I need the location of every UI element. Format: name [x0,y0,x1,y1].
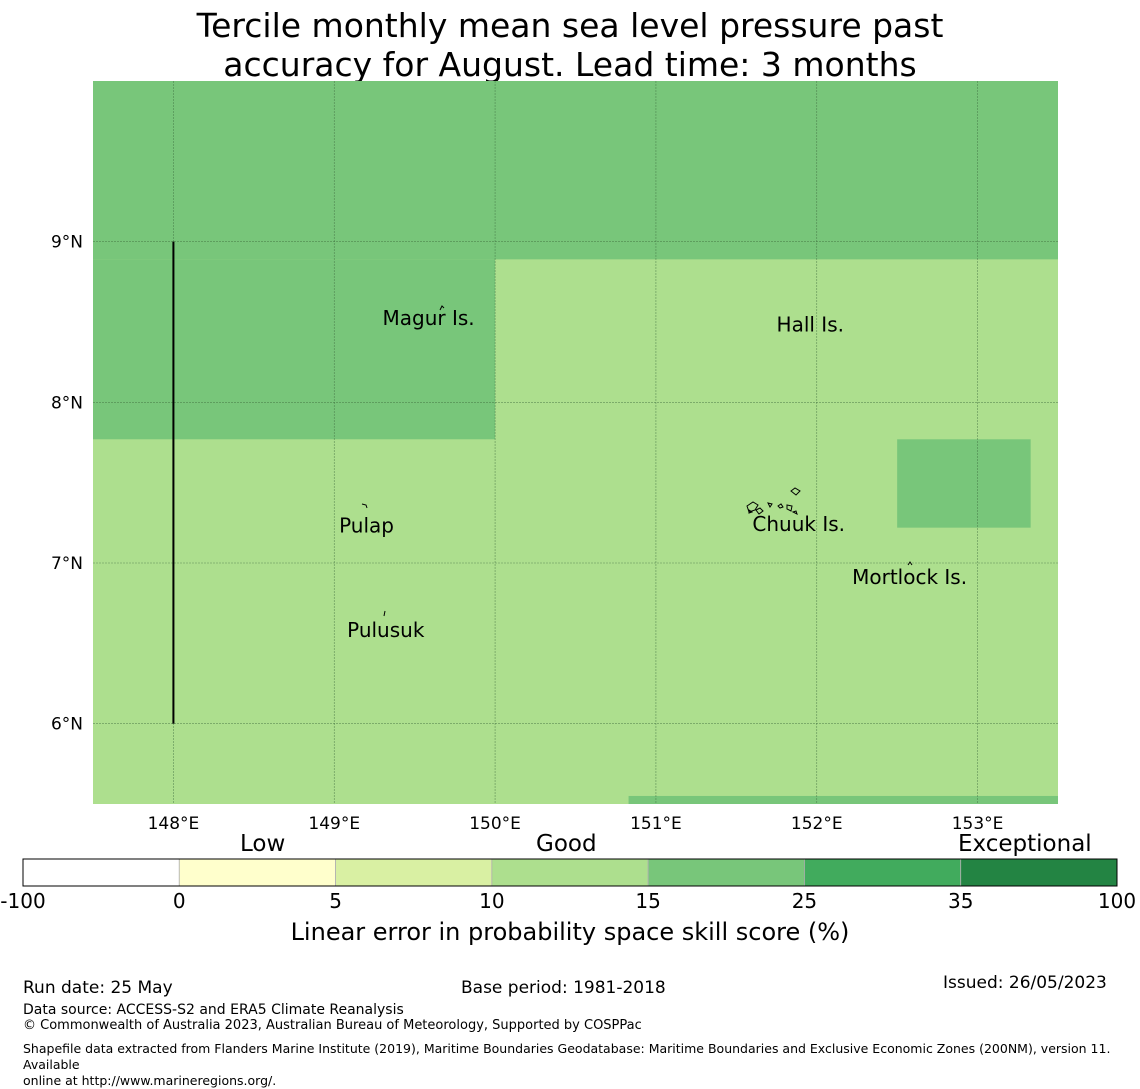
x-tick-label: 149°E [308,814,360,834]
colorbar-bin [960,858,1118,887]
data-source: Data source: ACCESS-S2 and ERA5 Climate … [23,1002,404,1018]
x-tick-label: 148°E [148,814,200,834]
skill-cell-1 [93,81,1058,260]
skill-cell-4 [628,795,1058,804]
place-label: Pulap [339,513,394,537]
chart-title: Tercile monthly mean sea level pressure … [0,6,1140,84]
x-tick-label: 151°E [630,814,682,834]
place-labels: Magur Is. Hall Is. Pulap Chuuk Is. Mortlock … [339,306,967,642]
skill-cell-3 [897,439,1031,528]
skill-map: Magur Is. Hall Is. Pulap Chuuk Is. Mortlock … [51,81,1058,834]
place-label: Pulusuk [347,618,425,642]
island-outlines [361,305,913,617]
base-period: Base period: 1981-2018 [461,978,666,998]
x-tick-label: 150°E [469,814,521,834]
colorbar-category-good: Good [536,831,597,857]
y-tick-labels: 9°N 8°N 7°N 6°N [51,233,83,735]
skill-cells [93,81,1058,804]
colorbar-tick-label: -100 [0,889,46,913]
colorbar-tick-label: 35 [947,889,974,913]
colorbar-tick-label: 5 [329,889,342,913]
colorbar-bins [22,858,1118,887]
colorbar-bin [22,858,180,887]
pulusuk-island-outline [383,610,386,617]
shapefile-credit-line-1: Shapefile data extracted from Flanders M… [23,1041,1111,1072]
copyright: © Commonwealth of Australia 2023, Austra… [23,1018,642,1033]
x-tick-label: 152°E [791,814,843,834]
colorbar-tick-label: 25 [791,889,818,913]
colorbar-label: Linear error in probability space skill … [290,918,850,946]
title-line-2: accuracy for August. Lead time: 3 months [223,45,917,84]
place-label: Chuuk Is. [752,512,845,536]
colorbar-tick-label: 0 [172,889,186,913]
colorbar-bin [335,858,493,887]
place-label: Magur Is. [383,306,475,330]
title-line-1: Tercile monthly mean sea level pressure … [196,6,944,45]
colorbar-tick-label: 15 [635,889,661,913]
chuuk-island-outlines [746,487,801,515]
colorbar-tick-label: 100 [1097,889,1137,913]
colorbar [22,858,1118,887]
colorbar-bin [647,858,805,887]
pulap-island-outline [361,503,368,509]
y-tick-label: 9°N [51,233,83,253]
place-label: Mortlock Is. [852,565,967,589]
magur-island-outline [439,305,445,311]
place-label: Hall Is. [777,313,844,337]
colorbar-category-exceptional: Exceptional [958,831,1092,857]
colorbar-bin [178,858,336,887]
colorbar-bin [804,858,962,887]
run-date: Run date: 25 May [23,978,173,998]
x-tick-label: 153°E [952,814,1004,834]
colorbar-category-low: Low [240,831,286,857]
colorbar-bin [491,858,649,887]
y-tick-label: 6°N [51,715,83,735]
colorbar-outline [22,858,1118,887]
x-tick-labels: 148°E 149°E 150°E 151°E 152°E 153°E [148,814,1004,834]
mortlock-island-outline [907,561,913,566]
skill-cell-2 [93,259,496,440]
colorbar-tick-label: 10 [479,889,505,913]
shapefile-credit-line-2: online at http://www.marineregions.org/. [23,1073,277,1088]
y-tick-label: 8°N [51,393,83,413]
shapefile-credit: Shapefile data extracted from Flanders M… [23,1041,1133,1089]
y-tick-label: 7°N [51,554,83,574]
graticule [93,81,1058,804]
issued-date: Issued: 26/05/2023 [943,973,1107,993]
